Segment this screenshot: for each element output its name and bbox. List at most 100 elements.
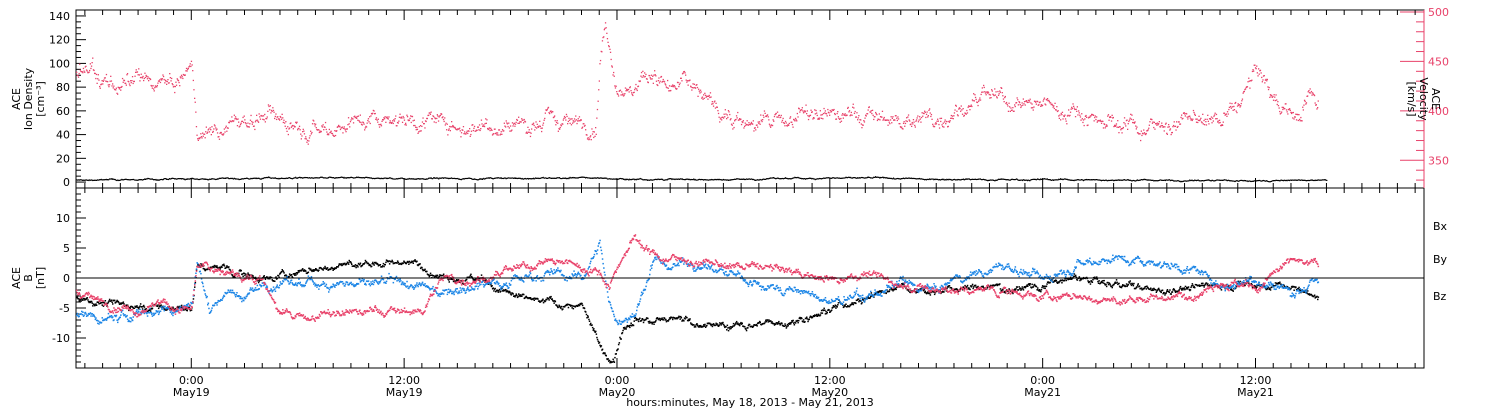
data-point: [966, 112, 969, 114]
data-point: [945, 123, 947, 125]
data-point: [1047, 100, 1049, 102]
data-point: [382, 177, 384, 179]
data-point: [573, 177, 575, 179]
data-point: [296, 273, 298, 275]
data-point: [280, 271, 283, 273]
data-point: [116, 180, 118, 182]
data-point: [710, 96, 712, 98]
data-point: [1014, 104, 1016, 106]
data-point: [819, 110, 821, 112]
data-point: [645, 179, 647, 181]
data-point: [944, 179, 946, 181]
data-point: [747, 178, 749, 180]
b-tick-label: -5: [59, 302, 70, 315]
data-point: [807, 177, 809, 179]
data-point: [952, 118, 954, 120]
data-point: [267, 176, 269, 178]
data-point: [87, 299, 89, 301]
data-point: [1066, 123, 1068, 125]
data-point: [1249, 180, 1251, 182]
data-point: [206, 132, 208, 134]
data-point: [756, 124, 758, 126]
data-point: [1142, 179, 1144, 181]
data-point: [112, 178, 114, 180]
data-point: [820, 178, 822, 180]
data-point: [210, 178, 212, 180]
data-point: [809, 177, 811, 179]
data-point: [83, 70, 85, 72]
data-point: [936, 120, 938, 122]
data-point: [244, 122, 247, 124]
data-point: [978, 178, 980, 180]
data-point: [961, 109, 963, 111]
data-point: [438, 178, 440, 180]
data-point: [324, 177, 326, 179]
data-point: [689, 79, 691, 81]
data-point: [1186, 180, 1188, 182]
data-point: [1015, 102, 1018, 104]
data-point: [1141, 134, 1143, 137]
data-point: [666, 179, 668, 181]
data-point: [498, 177, 500, 179]
data-point: [416, 178, 418, 180]
data-point: [543, 119, 545, 121]
data-point: [1241, 179, 1243, 181]
data-point: [985, 94, 987, 96]
data-point: [1238, 104, 1240, 106]
data-point: [118, 179, 120, 181]
data-point: [190, 65, 192, 68]
data-point: [850, 177, 852, 179]
data-point: [186, 178, 188, 180]
data-point: [973, 178, 975, 180]
data-point: [603, 177, 605, 179]
data-point: [328, 128, 330, 131]
data-point: [811, 178, 813, 180]
data-point: [119, 86, 121, 89]
data-point: [248, 126, 250, 128]
data-point: [197, 139, 199, 141]
data-point: [320, 267, 322, 269]
data-point: [1033, 106, 1035, 108]
data-point: [475, 179, 477, 181]
data-point: [138, 308, 140, 310]
data-point: [1140, 139, 1142, 142]
data-point: [363, 263, 365, 265]
data-point: [203, 178, 205, 180]
data-point: [1158, 179, 1160, 181]
data-point: [1202, 113, 1204, 115]
data-point: [523, 178, 525, 180]
data-point: [388, 177, 390, 179]
data-point: [315, 123, 317, 125]
data-point: [373, 177, 375, 179]
data-point: [881, 177, 883, 179]
velocity-tick-label: 350: [1428, 154, 1449, 167]
data-point: [1207, 114, 1209, 116]
data-point: [126, 304, 129, 306]
data-point: [352, 177, 354, 179]
data-point: [1122, 179, 1124, 181]
data-point: [627, 178, 629, 180]
data-point: [1299, 179, 1301, 181]
data-point: [451, 126, 453, 128]
data-point: [532, 122, 535, 124]
data-point: [449, 178, 451, 180]
data-point: [694, 178, 696, 180]
data-point: [565, 177, 567, 179]
data-point: [971, 99, 974, 101]
data-point: [414, 178, 416, 180]
data-point: [329, 176, 331, 178]
data-point: [989, 97, 991, 99]
data-point: [244, 178, 246, 180]
data-point: [1290, 112, 1293, 115]
data-point: [851, 114, 853, 116]
data-point: [1082, 119, 1085, 121]
time-tick-label: 12:00: [1240, 374, 1272, 387]
data-point: [284, 125, 286, 127]
data-point: [423, 269, 426, 271]
data-point: [863, 177, 865, 179]
data-point: [755, 129, 757, 131]
data-point: [460, 179, 462, 181]
data-point: [614, 87, 617, 89]
data-point: [569, 176, 571, 178]
data-point: [424, 268, 426, 271]
